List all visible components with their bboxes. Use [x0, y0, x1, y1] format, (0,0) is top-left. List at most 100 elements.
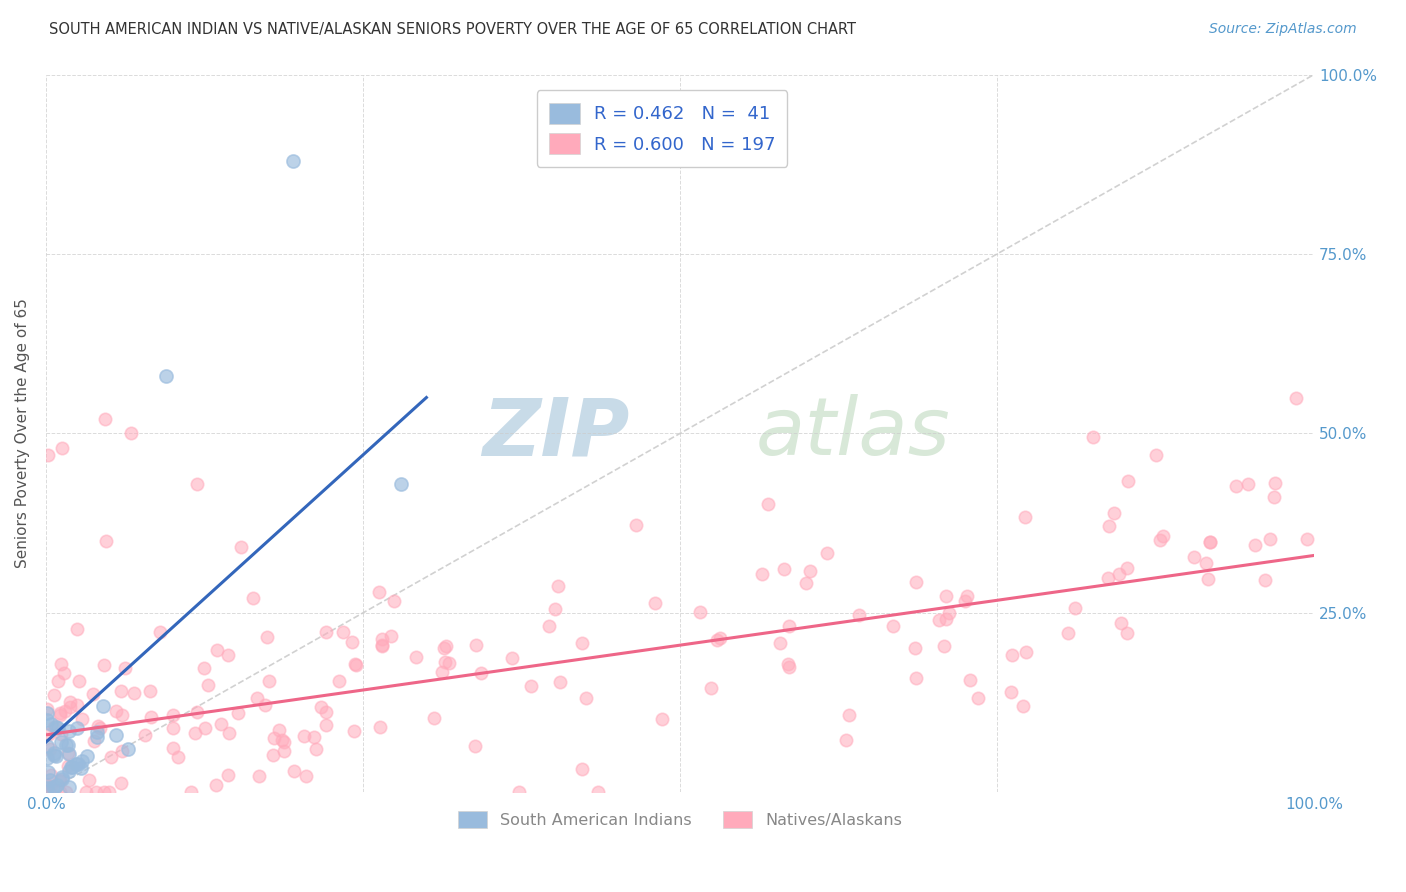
Point	[624, 518, 647, 533]
Point	[55, 704, 77, 718]
Point	[464, 739, 486, 754]
Point	[651, 712, 673, 726]
Point	[44, 688, 66, 702]
Point	[959, 673, 981, 687]
Point	[904, 671, 927, 685]
Point	[39, 773, 62, 788]
Point	[1115, 626, 1137, 640]
Point	[89, 721, 111, 735]
Point	[38, 785, 60, 799]
Text: Source: ZipAtlas.com: Source: ZipAtlas.com	[1209, 22, 1357, 37]
Point	[1014, 510, 1036, 524]
Point	[904, 640, 927, 655]
Point	[56, 759, 79, 773]
Point	[1285, 391, 1308, 405]
Point	[37, 764, 59, 779]
Point	[1198, 534, 1220, 549]
Point	[370, 632, 392, 646]
Point	[42, 747, 65, 761]
Point	[120, 426, 142, 441]
Point	[39, 742, 62, 756]
Point	[193, 661, 215, 675]
Point	[58, 747, 80, 761]
Point	[1198, 534, 1220, 549]
Point	[39, 767, 62, 781]
Point	[1012, 698, 1035, 713]
Point	[86, 724, 108, 739]
Point	[343, 657, 366, 672]
Point	[815, 546, 838, 560]
Point	[434, 639, 457, 653]
Point	[253, 698, 276, 713]
Point	[48, 785, 70, 799]
Point	[65, 622, 87, 636]
Legend: South American Indians, Natives/Alaskans: South American Indians, Natives/Alaskans	[451, 805, 908, 835]
Point	[371, 638, 394, 652]
Point	[1263, 490, 1285, 504]
Point	[1152, 529, 1174, 543]
Point	[519, 679, 541, 693]
Point	[180, 785, 202, 799]
Point	[292, 729, 315, 743]
Point	[756, 498, 779, 512]
Point	[586, 785, 609, 799]
Point	[368, 720, 391, 734]
Point	[935, 589, 957, 603]
Point	[1115, 561, 1137, 575]
Point	[470, 665, 492, 680]
Point	[37, 702, 59, 716]
Point	[247, 769, 270, 783]
Point	[60, 760, 83, 774]
Point	[928, 613, 950, 627]
Point	[1108, 566, 1130, 581]
Point	[1195, 556, 1218, 570]
Point	[437, 656, 460, 670]
Point	[242, 591, 264, 605]
Point	[1098, 519, 1121, 533]
Point	[1253, 574, 1275, 588]
Point	[204, 779, 226, 793]
Point	[117, 742, 139, 756]
Point	[263, 731, 285, 746]
Point	[77, 773, 100, 788]
Point	[1000, 685, 1022, 699]
Point	[60, 760, 83, 774]
Point	[751, 566, 773, 581]
Point	[699, 681, 721, 696]
Point	[1109, 615, 1132, 630]
Point	[1102, 506, 1125, 520]
Point	[66, 756, 89, 771]
Point	[104, 704, 127, 718]
Point	[51, 772, 73, 787]
Point	[38, 727, 60, 741]
Point	[186, 476, 208, 491]
Point	[37, 706, 59, 720]
Point	[1264, 476, 1286, 491]
Point	[56, 739, 79, 753]
Point	[315, 624, 337, 639]
Point	[434, 655, 457, 669]
Point	[114, 661, 136, 675]
Point	[51, 770, 73, 784]
Point	[205, 643, 228, 657]
Point	[38, 780, 60, 794]
Point	[45, 748, 67, 763]
Point	[42, 748, 65, 763]
Point	[134, 728, 156, 742]
Point	[548, 674, 571, 689]
Point	[882, 618, 904, 632]
Point	[1063, 601, 1085, 615]
Point	[904, 575, 927, 590]
Point	[405, 649, 427, 664]
Point	[86, 785, 108, 799]
Point	[91, 699, 114, 714]
Text: atlas: atlas	[756, 394, 950, 473]
Point	[938, 606, 960, 620]
Point	[343, 723, 366, 738]
Point	[508, 785, 530, 799]
Point	[37, 751, 59, 765]
Point	[83, 734, 105, 748]
Point	[66, 721, 89, 735]
Point	[956, 590, 979, 604]
Point	[45, 720, 67, 734]
